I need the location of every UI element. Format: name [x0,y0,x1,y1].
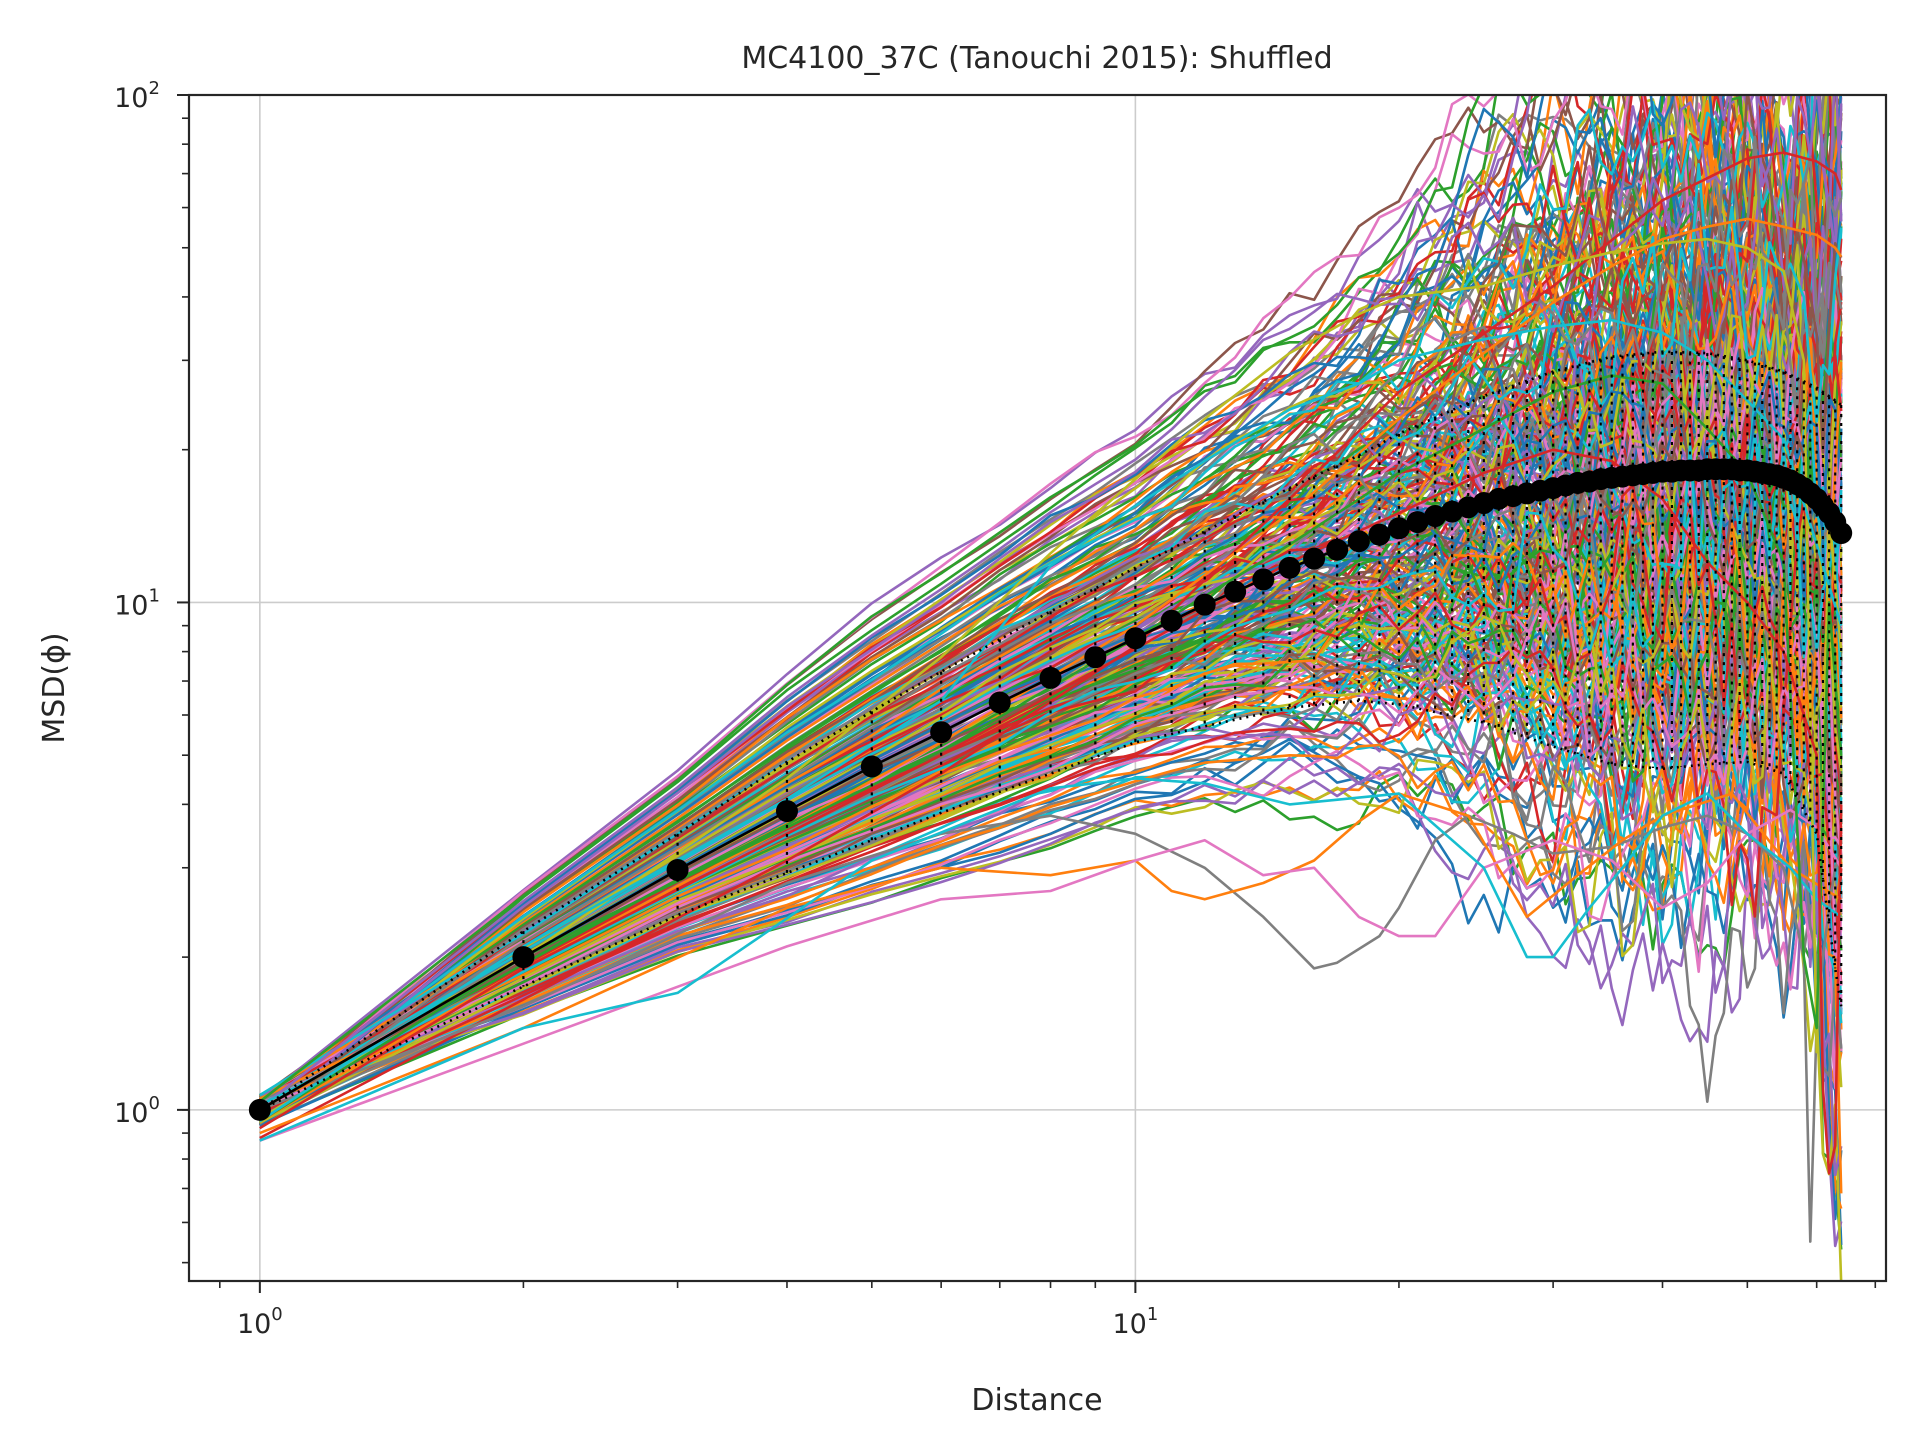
mean-point [1326,538,1349,561]
sample-trace [259,172,1843,1103]
outlier-trace [259,217,1843,1123]
mean-point [930,721,953,744]
sample-trace [259,135,1843,1126]
plot-frame [187,93,1888,1283]
sample-trace [259,434,1843,1097]
outlier-trace [259,151,1843,1140]
sample-trace [259,742,1843,1194]
mean-point [860,755,883,778]
mean-point [1084,646,1107,669]
outlier-trace [259,374,1843,1123]
mean-point [666,858,689,881]
mean-series [248,458,1853,1121]
x-axis-label: Distance [971,1383,1102,1418]
sample-trace [259,433,1843,1107]
sample-trace [259,538,1843,1115]
mean-point [512,946,535,969]
x-tick-label: 101 [1112,1304,1158,1340]
sample-trace [259,605,1843,1124]
x-tick-label: 100 [237,1304,283,1340]
sample-trace [258,95,1814,1116]
sample-trace [258,95,1776,1119]
sample-trace [259,702,1843,1119]
sample-trace [258,95,1806,1126]
outlier-trace [259,808,1843,1142]
sample-trace [259,688,1843,1097]
sample-trace [259,175,1843,1121]
y-tick-label: 102 [114,78,160,114]
sample-trace [259,420,1843,1103]
y-axis-label: MSD(ϕ) [37,632,72,743]
sample-trace [259,595,1843,1112]
mean-point [1252,568,1275,591]
sample-trace [259,415,1843,1113]
mean-point [1368,523,1391,546]
sample-trace [258,95,1843,1110]
mean-point [1406,511,1429,534]
sample-trace [258,95,1542,1103]
mean-point [1387,517,1410,540]
band-lower-line [259,699,1843,1112]
axis-ticks: 100 101 100 101 102 [114,78,1877,1340]
mean-point [775,800,798,823]
mean-point [1193,593,1216,616]
y-tick-label: 100 [114,1093,160,1129]
sample-trace [259,477,1843,1103]
mean-point [1303,547,1326,570]
sample-trace [258,95,1694,1114]
outlier-trace [259,792,1842,1135]
outlier-trace [259,814,1843,1243]
sample-trace [259,222,1843,1119]
mean-point [1039,666,1062,689]
sample-trace [259,619,1843,1098]
y-tick-label: 101 [114,585,160,621]
mean-point [1224,580,1247,603]
sample-trace [259,359,1843,1117]
mean-point [1160,609,1183,632]
outlier-trace [259,237,1843,1112]
outlier-trace [259,777,1842,1142]
std-band [259,350,1843,1112]
sample-trace [258,95,1843,1119]
sample-trace [259,313,1843,1121]
mean-point [248,1098,271,1121]
mean-point [1124,627,1147,650]
mean-point [1830,522,1853,545]
mean-point [1278,556,1301,579]
sample-trace [259,749,1843,1109]
mean-point [1424,505,1447,528]
sample-trace [258,95,1520,1102]
mean-point [988,691,1011,714]
chart-title: MC4100_37C (Tanouchi 2015): Shuffled [741,41,1332,76]
sample-trace [259,226,1843,1120]
sample-trace [259,287,1843,1102]
sample-trace [259,163,1843,1104]
mean-point [1347,530,1370,553]
sample-trace [259,95,1843,1108]
sample-trace [259,760,1843,1177]
sample-trace [259,95,1843,1116]
sample-trace [259,490,1843,1100]
